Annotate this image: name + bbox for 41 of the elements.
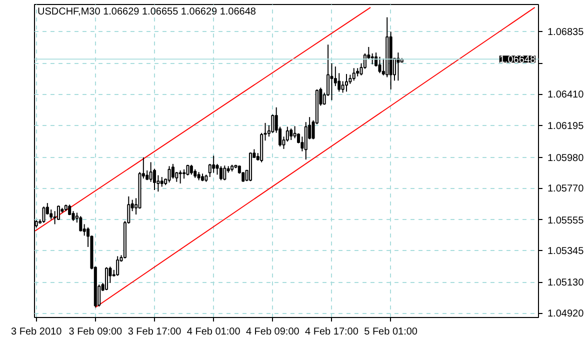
y-tick-label: 1.05345 (548, 246, 584, 258)
candlestick (370, 52, 374, 65)
x-tick-label: 4 Feb 01:00 (186, 326, 241, 338)
x-tick-label: 4 Feb 09:00 (246, 326, 300, 338)
candlestick (212, 155, 216, 174)
candlestick (149, 162, 152, 182)
candlestick (116, 256, 120, 276)
candlestick (290, 128, 293, 140)
y-tick-label: 1.05555 (548, 215, 584, 226)
x-tick-label: 4 Feb 17:00 (305, 326, 359, 338)
candlestick (182, 168, 186, 180)
x-tick-label: 3 Feb 2010 (11, 326, 62, 338)
y-tick-label: 1.04920 (548, 308, 584, 320)
candlestick (378, 56, 382, 74)
candlestick (79, 216, 82, 232)
y-tick-label: 1.05980 (548, 152, 584, 164)
candlestick (190, 164, 193, 176)
y-tick-label: 1.06835 (548, 27, 584, 38)
candlestick (219, 166, 222, 181)
candlestick (330, 62, 334, 101)
candlestick (286, 126, 289, 142)
candlestick (104, 266, 108, 291)
chart-title: USDCHF,M30 1.06629 1.06655 1.06629 1.06648 (38, 6, 256, 18)
x-tick-label: 5 Feb 01:00 (364, 326, 418, 338)
x-tick-label: 3 Feb 09:00 (68, 326, 123, 338)
candlestick (271, 114, 274, 134)
candlestick (293, 126, 296, 139)
y-tick-label: 1.06195 (548, 121, 584, 132)
y-tick-label: 1.05130 (548, 278, 584, 289)
candlestick (42, 206, 46, 224)
x-tick-label: 3 Feb 17:00 (128, 326, 182, 338)
candlestick (344, 74, 348, 92)
y-tick-label: 1.06410 (548, 90, 584, 101)
candlestick (168, 166, 171, 183)
candlestick (50, 208, 53, 220)
candlestick (171, 163, 174, 180)
candlestick (160, 176, 164, 188)
candlestick (56, 205, 60, 220)
candlestick (352, 68, 356, 82)
y-tick-label: 1.05770 (548, 184, 584, 195)
candlestick (223, 165, 226, 181)
